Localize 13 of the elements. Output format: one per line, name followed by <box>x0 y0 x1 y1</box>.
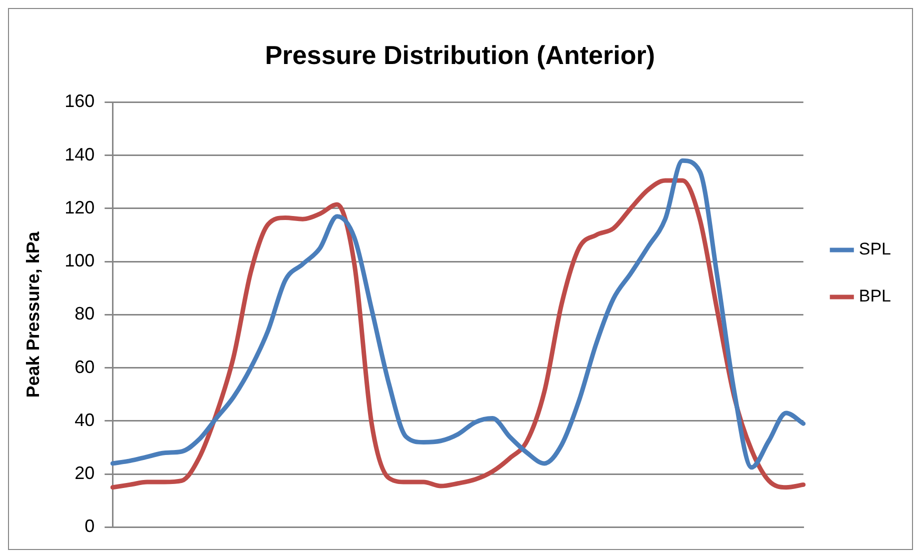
legend-label: BPL <box>858 286 892 306</box>
y-tick-label: 60 <box>74 356 95 377</box>
y-tick-label: 160 <box>64 91 95 112</box>
legend-label: SPL <box>858 240 892 259</box>
chart-title: Pressure Distribution (Anterior) <box>264 40 656 70</box>
y-tick-label: 80 <box>74 304 95 324</box>
y-tick-label: 140 <box>64 144 95 164</box>
y-tick-label: 0 <box>84 516 95 536</box>
y-tick-label: 40 <box>74 410 95 430</box>
y-tick-label: 120 <box>64 197 95 218</box>
y-tick-label: 100 <box>64 250 95 271</box>
y-tick-label: 20 <box>74 463 95 484</box>
y-axis-title: Peak Pressure, kPa <box>22 230 43 398</box>
